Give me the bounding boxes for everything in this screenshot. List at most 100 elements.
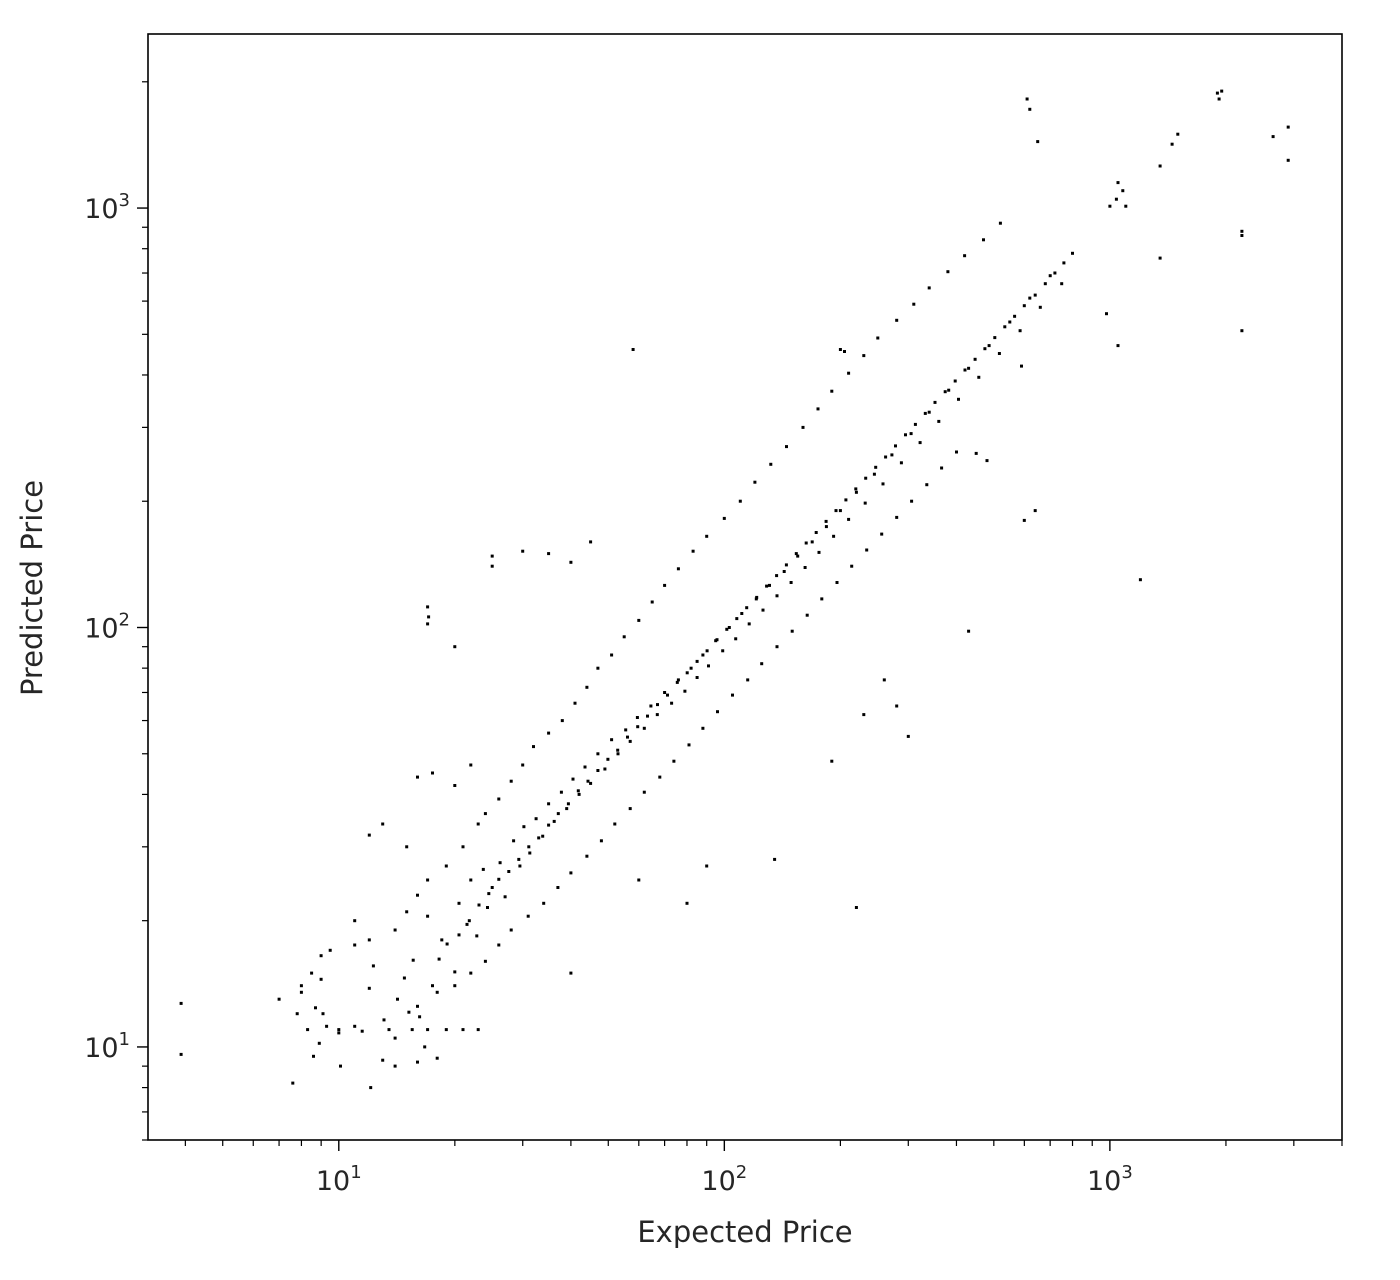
scatter-point [1022, 304, 1026, 308]
scatter-point [1036, 140, 1040, 144]
scatter-point [527, 845, 531, 849]
scatter-point [526, 914, 530, 918]
scatter-point [299, 984, 303, 988]
scatter-point [586, 779, 590, 783]
scatter-point [521, 549, 525, 553]
scatter-point [393, 928, 397, 932]
scatter-point [469, 878, 473, 882]
scatter-point [862, 354, 866, 358]
scatter-point [993, 336, 997, 340]
scatter-point [1217, 97, 1221, 101]
scatter-point [683, 689, 687, 693]
scatter-point [416, 775, 419, 779]
scatter-point [734, 637, 738, 641]
x-axis-label: Expected Price [637, 1215, 852, 1249]
scatter-point [405, 910, 409, 914]
scatter-point [503, 895, 507, 899]
scatter-point [457, 933, 461, 937]
scatter-point [583, 765, 587, 769]
scatter-point [1215, 91, 1219, 95]
scatter-point [1240, 329, 1244, 333]
scatter-point [314, 1006, 317, 1010]
scatter-point [310, 971, 314, 975]
scatter-point [820, 597, 824, 601]
scatter-point [947, 388, 951, 392]
scatter-point [784, 563, 788, 567]
scatter-point [559, 790, 563, 794]
scatter-point [610, 738, 614, 742]
scatter-point [946, 270, 950, 274]
scatter-point [955, 450, 958, 454]
scatter-point [534, 817, 538, 821]
scatter-point [1116, 344, 1120, 348]
scatter-point [963, 368, 967, 372]
scatter-point [691, 549, 695, 553]
scatter-point [306, 1028, 310, 1032]
scatter-point [319, 977, 323, 981]
scatter-point [381, 1058, 385, 1062]
scatter-point [577, 792, 581, 796]
scatter-point [973, 357, 977, 361]
scatter-point [672, 759, 676, 763]
scatter-point [953, 379, 957, 383]
scatter-point [735, 617, 739, 621]
scatter-point [838, 509, 842, 513]
scatter-point [416, 1060, 419, 1064]
scatter-point [705, 864, 709, 868]
scatter-point [937, 419, 941, 423]
scatter-point [410, 1028, 414, 1032]
scatter-point [909, 432, 913, 436]
scatter-point [685, 671, 689, 675]
scatter-point [701, 653, 705, 657]
scatter-point [444, 1028, 448, 1032]
scatter-point [790, 629, 794, 633]
scatter-point [337, 1031, 341, 1035]
scatter-point [890, 453, 894, 457]
scatter-point [585, 854, 589, 858]
scatter-point [453, 645, 457, 649]
scatter-point [963, 254, 967, 258]
scatter-point [847, 517, 851, 521]
scatter-point [805, 613, 809, 617]
scatter-point [431, 984, 434, 988]
x-tick-label: 103 [1087, 1162, 1133, 1197]
scatter-point [906, 734, 910, 738]
scatter-point [1121, 189, 1125, 193]
scatter-point [528, 851, 532, 855]
scatter-point [854, 487, 858, 491]
scatter-point [299, 990, 303, 994]
scatter-point [863, 501, 867, 505]
scatter-point [476, 1028, 480, 1032]
scatter-point [1158, 256, 1162, 260]
scatter-point [626, 735, 629, 739]
scatter-point [552, 819, 556, 823]
scatter-point [179, 1052, 183, 1056]
scatter-point [1105, 312, 1108, 316]
scatter-point [317, 1041, 321, 1045]
scatter-point [547, 552, 551, 556]
scatter-point [396, 997, 399, 1001]
scatter-point [1116, 181, 1120, 185]
scatter-point [295, 1012, 299, 1016]
scatter-point [927, 286, 931, 290]
scatter-point [675, 680, 679, 684]
scatter-point [1028, 107, 1032, 111]
scatter-point [834, 509, 838, 513]
scatter-point [486, 906, 489, 909]
scatter-point [522, 825, 526, 829]
scatter-point [738, 499, 742, 503]
x-tick-label: 102 [701, 1162, 747, 1197]
scatter-point [435, 990, 439, 994]
scatter-point [933, 400, 937, 404]
y-tick-label: 101 [84, 1029, 130, 1064]
scatter-point [445, 942, 449, 946]
scatter-point [803, 566, 807, 569]
scatter-point [740, 612, 744, 615]
scatter-point [666, 693, 669, 697]
scatter-point [910, 499, 914, 503]
scatter-point [755, 595, 759, 599]
scatter-point [512, 839, 516, 843]
scatter-point [957, 397, 960, 401]
y-tick-label: 103 [84, 190, 130, 225]
